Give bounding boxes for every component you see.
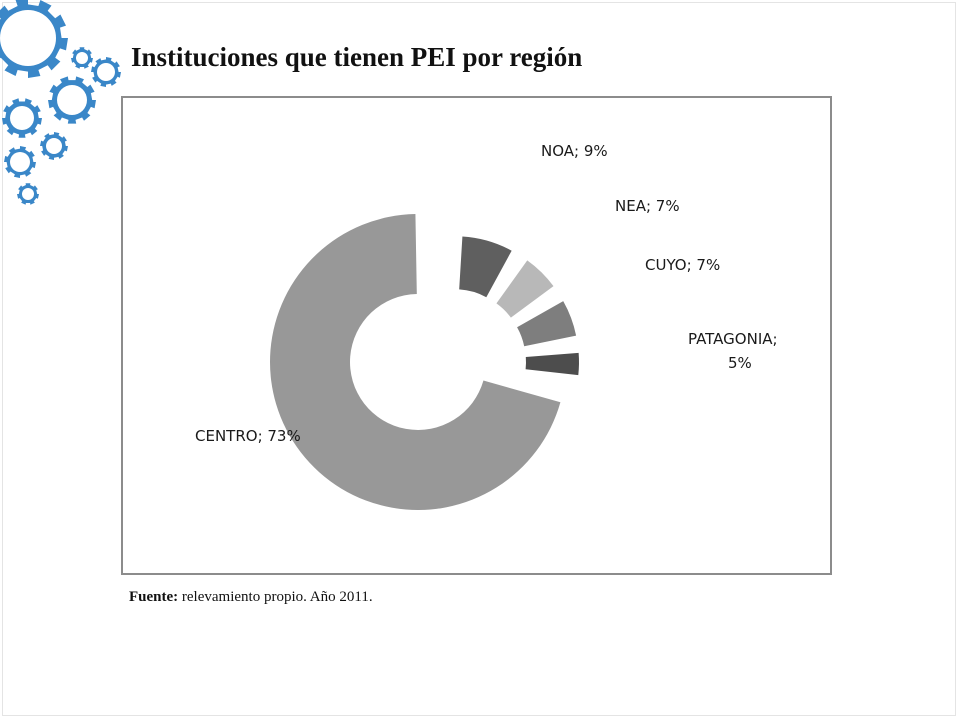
pie-slice-nea bbox=[496, 260, 554, 318]
slice-label-centro: CENTRO; 73% bbox=[195, 427, 301, 445]
source-label: Fuente: bbox=[129, 589, 179, 605]
pie-slice-cuyo bbox=[517, 301, 577, 347]
gear-hole bbox=[76, 52, 88, 64]
chart-container: NOA; 9% NEA; 7% CUYO; 7% PATAGONIA; 5% CENTRO… bbox=[121, 96, 832, 575]
slice-label-patagonia: PATAGONIA; 5% bbox=[688, 330, 778, 372]
source-note: Fuente: relevamiento propio. Año 2011. bbox=[129, 589, 373, 606]
slice-label-noa: NOA; 9% bbox=[541, 142, 608, 160]
slice-label-cuyo: CUYO; 7% bbox=[645, 256, 720, 274]
gear-hole bbox=[97, 63, 115, 81]
source-text: relevamiento propio. Año 2011. bbox=[181, 589, 373, 605]
gear-hole bbox=[0, 10, 56, 66]
gear-hole bbox=[22, 188, 34, 200]
gear-hole bbox=[46, 138, 62, 154]
page-title: Instituciones que tienen PEI por región bbox=[131, 42, 583, 72]
gear-hole bbox=[10, 106, 34, 130]
gear-cluster-icon bbox=[0, 0, 121, 205]
pie-slice-centro bbox=[270, 214, 561, 510]
slice-label-nea: NEA; 7% bbox=[615, 197, 680, 215]
pie-slice-patagonia bbox=[525, 352, 579, 376]
gear-hole bbox=[10, 152, 30, 172]
pie-slice-noa bbox=[459, 236, 512, 298]
pie-chart: NOA; 9% NEA; 7% CUYO; 7% PATAGONIA; 5% CENTRO… bbox=[195, 142, 778, 510]
gear-hole bbox=[57, 85, 87, 115]
